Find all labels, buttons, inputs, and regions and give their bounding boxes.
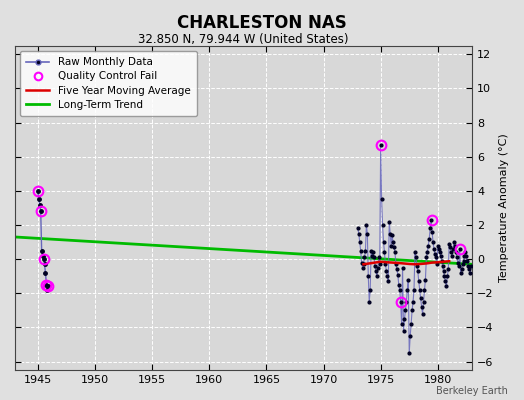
- Text: CHARLESTON NAS: CHARLESTON NAS: [177, 14, 347, 32]
- Y-axis label: Temperature Anomaly (°C): Temperature Anomaly (°C): [499, 134, 509, 282]
- Title: 32.850 N, 79.944 W (United States): 32.850 N, 79.944 W (United States): [138, 33, 349, 46]
- Legend: Raw Monthly Data, Quality Control Fail, Five Year Moving Average, Long-Term Tren: Raw Monthly Data, Quality Control Fail, …: [20, 51, 197, 116]
- Text: Berkeley Earth: Berkeley Earth: [436, 386, 508, 396]
